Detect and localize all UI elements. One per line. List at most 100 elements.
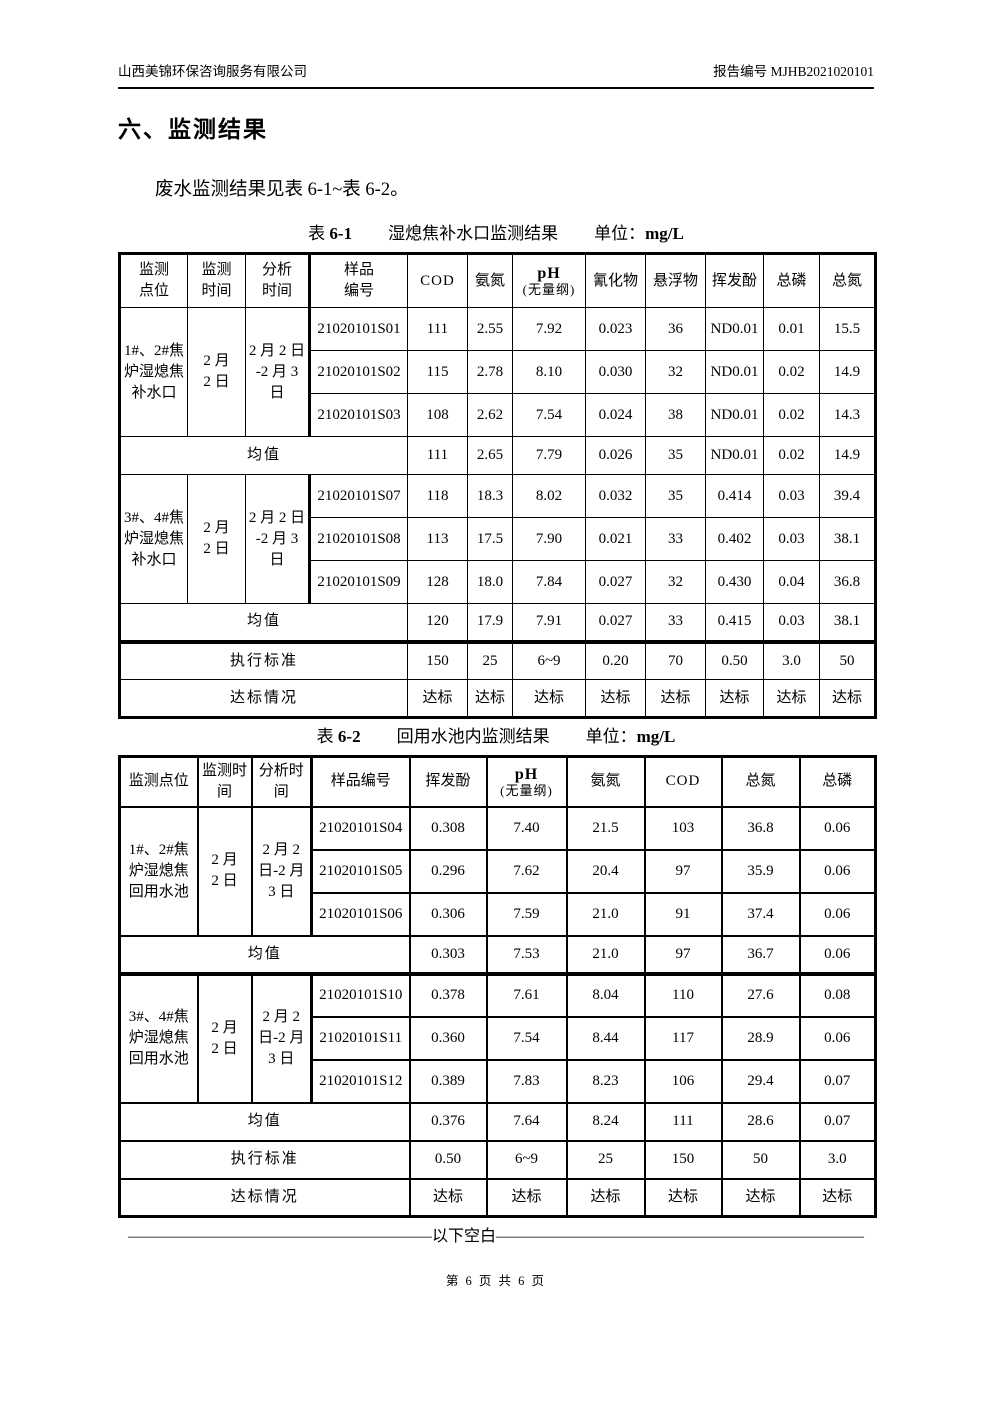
value-cell: 7.83 xyxy=(485,1058,568,1104)
standard-row: 执行标准 0.50 6~9 25 150 50 3.0 xyxy=(118,1139,877,1180)
monitor-time-cell: 2 月 2 日 xyxy=(196,971,253,1104)
monitor-time-cell: 2 月 2 日 xyxy=(187,307,246,438)
company-name: 山西美锦环保咨询服务有限公司 xyxy=(118,64,307,79)
value-cell: 27.6 xyxy=(720,971,801,1018)
table-header-row: 监测点位 监测时 间分析时 间样品编号 挥发酚 pH (无量纲) 氨氮 COD 总氮 总磷 xyxy=(118,755,877,808)
value-cell: 17.5 xyxy=(467,517,513,562)
table2-caption: 表 6-2 回用水池内监测结果 单位：mg/L xyxy=(118,726,874,748)
value-cell: 8.02 xyxy=(512,474,586,519)
value-cell: 25 xyxy=(467,639,513,681)
value-cell: 50 xyxy=(819,639,876,681)
value-cell: 0.08 xyxy=(798,971,877,1018)
row-label-cell: 执行标准 xyxy=(118,1139,411,1180)
value-cell: 103 xyxy=(643,805,723,851)
value-cell: 达标 xyxy=(705,679,764,719)
value-cell: 0.027 xyxy=(585,603,646,643)
value-cell: 15.5 xyxy=(819,307,876,352)
data-row: 21020101S09 128 18.0 7.84 0.027 32 0.430 0.04 36… xyxy=(120,560,876,605)
table1-caption: 表 6-1 湿熄焦补水口监测结果 单位：mg/L xyxy=(118,223,874,245)
report-number-label: 报告编号 xyxy=(713,64,768,79)
value-cell: 0.50 xyxy=(408,1139,488,1180)
value-cell: 0.03 xyxy=(763,517,820,562)
column-header: 挥发酚 xyxy=(408,755,488,808)
value-cell: 0.06 xyxy=(798,1015,877,1061)
column-header: 分析 时间 xyxy=(245,253,311,309)
mean-label-cell: 均值 xyxy=(119,603,408,643)
value-cell: 111 xyxy=(643,1101,723,1142)
value-cell: 18.0 xyxy=(467,560,513,605)
document-header: 山西美锦环保咨询服务有限公司 报告编号 MJHB2021020101 xyxy=(118,64,874,80)
mean-label-cell: 均值 xyxy=(118,1101,411,1142)
value-cell: 36.8 xyxy=(720,805,801,851)
value-cell: 0.414 xyxy=(705,474,764,519)
header-rule xyxy=(118,87,874,90)
value-cell: 7.84 xyxy=(512,560,586,605)
standard-row: 执行标准 150 25 6~9 0.20 70 0.50 3.0 50 xyxy=(119,639,876,681)
value-cell: 7.59 xyxy=(485,891,568,937)
value-cell: 达标 xyxy=(467,679,513,719)
sample-id-cell: 21020101S12 xyxy=(310,1058,411,1104)
value-cell: 7.62 xyxy=(485,848,568,894)
sample-id-cell: 21020101S04 xyxy=(310,805,411,851)
value-cell: 2.55 xyxy=(467,307,513,352)
value-cell: 达标 xyxy=(585,679,646,719)
value-cell: 0.06 xyxy=(798,934,877,975)
sample-id-cell: 21020101S06 xyxy=(310,891,411,937)
section-title: 六、监测结果 xyxy=(118,117,268,143)
column-header: pH (无量纲) xyxy=(512,253,586,309)
value-cell: 0.030 xyxy=(585,350,646,395)
value-cell: 150 xyxy=(407,639,468,681)
value-cell: 0.023 xyxy=(585,307,646,352)
value-cell: 38 xyxy=(645,393,706,438)
value-cell: 0.01 xyxy=(763,307,820,352)
value-cell: 0.376 xyxy=(408,1101,488,1142)
monitor-time-cell: 2 月 2 日 xyxy=(196,805,253,937)
value-cell: 7.61 xyxy=(485,971,568,1018)
value-cell: 0.303 xyxy=(408,934,488,975)
value-cell: 0.402 xyxy=(705,517,764,562)
value-cell: 达标 xyxy=(485,1177,568,1218)
data-row: 21020101S03 108 2.62 7.54 0.024 38 ND0.01 0.02 1… xyxy=(120,393,876,438)
value-cell: 28.9 xyxy=(720,1015,801,1061)
sample-id-cell: 21020101S07 xyxy=(309,474,408,519)
column-header-sub: (无量纲) xyxy=(500,782,553,798)
site-cell: 1#、2#焦炉湿熄焦回用水池 xyxy=(118,805,199,937)
table1-caption-unit: 单位：mg/L xyxy=(594,223,684,243)
sample-id-cell: 21020101S05 xyxy=(310,848,411,894)
column-header: COD xyxy=(407,253,468,309)
value-cell: 38.1 xyxy=(819,603,876,643)
data-row: 21020101S06 0.306 7.59 21.0 91 37.4 0.06 xyxy=(120,891,877,937)
value-cell: 达标 xyxy=(763,679,820,719)
value-cell: 14.9 xyxy=(819,436,876,476)
row-label-cell: 达标情况 xyxy=(118,1177,411,1218)
value-cell: 3.0 xyxy=(798,1139,877,1180)
value-cell: 0.06 xyxy=(798,848,877,894)
value-cell: 6~9 xyxy=(512,639,586,681)
report-number-value: MJHB2021020101 xyxy=(770,64,874,79)
value-cell: 28.6 xyxy=(720,1101,801,1142)
column-header: COD xyxy=(643,755,723,808)
value-cell: 7.54 xyxy=(512,393,586,438)
column-header: 样品编号 xyxy=(310,755,411,808)
value-cell: 7.79 xyxy=(512,436,586,476)
value-cell: 8.24 xyxy=(565,1101,646,1142)
value-cell: 0.360 xyxy=(408,1015,488,1061)
value-cell: 6~9 xyxy=(485,1139,568,1180)
value-cell: 35.9 xyxy=(720,848,801,894)
value-cell: 7.54 xyxy=(485,1015,568,1061)
value-cell: 达标 xyxy=(407,679,468,719)
value-cell: 0.07 xyxy=(798,1058,877,1104)
value-cell: 达标 xyxy=(512,679,586,719)
mean-label-cell: 均值 xyxy=(118,934,411,975)
value-cell: 97 xyxy=(643,934,723,975)
divider-dashes-right: ——————————————————————— xyxy=(496,1228,864,1246)
data-row: 21020101S02 115 2.78 8.10 0.030 32 ND0.01 0.02 1… xyxy=(120,350,876,395)
column-header: 氨氮 xyxy=(467,253,513,309)
value-cell: 7.90 xyxy=(512,517,586,562)
value-cell: 0.06 xyxy=(798,891,877,937)
value-cell: 7.53 xyxy=(485,934,568,975)
value-cell: 2.65 xyxy=(467,436,513,476)
